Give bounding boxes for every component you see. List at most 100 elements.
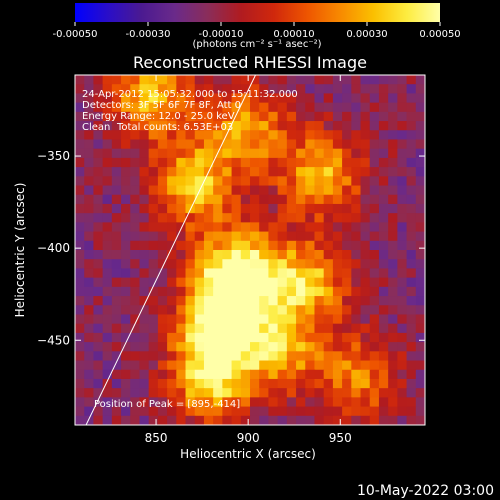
heatmap-cell <box>351 277 362 288</box>
heatmap-cell <box>176 388 187 398</box>
heatmap-cell <box>240 148 251 159</box>
heatmap-cell <box>203 351 214 362</box>
heatmap-cell <box>231 102 242 113</box>
heatmap-cell <box>332 369 343 380</box>
heatmap-cell <box>286 360 297 371</box>
heatmap-cell <box>388 231 398 242</box>
heatmap-cell <box>203 388 214 398</box>
heatmap-cell <box>185 342 196 352</box>
heatmap-cell <box>240 102 251 113</box>
heatmap-cell <box>121 167 131 177</box>
x-tick-label: 900 <box>237 431 260 445</box>
heatmap-cell <box>167 351 177 362</box>
heatmap-cell <box>369 240 380 251</box>
heatmap-cell <box>222 250 233 260</box>
heatmap-cell <box>84 250 95 260</box>
colorbar <box>75 3 440 22</box>
heatmap-cell <box>185 415 196 425</box>
heatmap-cell <box>139 130 150 141</box>
heatmap-cell <box>378 75 389 85</box>
heatmap-cell <box>415 415 425 425</box>
heatmap-cell <box>111 323 122 334</box>
heatmap-cell <box>93 415 104 425</box>
heatmap-cell <box>286 296 297 306</box>
heatmap-cell <box>213 222 223 233</box>
heatmap-cell <box>222 121 233 131</box>
heatmap-cell <box>378 148 389 159</box>
plot-frame <box>74 74 426 426</box>
heatmap-cell <box>84 84 95 95</box>
heatmap-cell <box>332 360 343 371</box>
heatmap-cell <box>406 259 417 270</box>
heatmap-cell <box>314 286 325 297</box>
heatmap-cell <box>378 121 389 131</box>
heatmap-cell <box>259 194 270 205</box>
heatmap-cell <box>203 314 214 325</box>
heatmap-cell <box>323 369 334 380</box>
heatmap-cell <box>259 305 270 316</box>
heatmap-cell <box>185 351 196 362</box>
heatmap-cell <box>102 342 113 352</box>
heatmap-cell <box>360 250 371 260</box>
heatmap-cell <box>148 139 159 150</box>
heatmap-cell <box>397 167 408 177</box>
heatmap-cell <box>286 84 297 95</box>
heatmap-cell <box>314 369 325 380</box>
heatmap-cell <box>213 378 223 389</box>
heatmap-cell <box>203 323 214 334</box>
heatmap-cell <box>415 130 425 141</box>
heatmap-cell <box>268 75 279 85</box>
heatmap-cell <box>397 378 408 389</box>
heatmap-cell <box>378 102 389 113</box>
heatmap-cell <box>213 176 223 187</box>
heatmap-cell <box>323 185 334 196</box>
heatmap-cell <box>406 93 417 104</box>
heatmap-cell <box>369 277 380 288</box>
heatmap-cell <box>351 148 362 159</box>
heatmap-cell <box>111 305 122 316</box>
heatmap-cell <box>167 369 177 380</box>
heatmap-cell <box>102 231 113 242</box>
heatmap-cell <box>415 378 425 389</box>
heatmap-cell <box>139 157 150 168</box>
heatmap-cell <box>240 213 251 223</box>
heatmap-cell <box>93 323 104 334</box>
heatmap-cell <box>185 185 196 196</box>
heatmap-cell <box>342 314 352 325</box>
heatmap-cell <box>397 148 408 159</box>
heatmap-cell <box>194 360 205 371</box>
heatmap-cell <box>277 240 288 251</box>
heatmap-cell <box>102 259 113 270</box>
heatmap-cell <box>130 75 141 85</box>
heatmap-cell <box>222 406 233 417</box>
heatmap-cell <box>84 231 95 242</box>
heatmap-cell <box>296 378 306 389</box>
heatmap-cell <box>222 323 233 334</box>
heatmap-cell <box>194 259 205 270</box>
heatmap-cell <box>296 93 306 104</box>
heatmap-cell <box>121 305 131 316</box>
heatmap-cell <box>268 268 279 279</box>
heatmap-cell <box>203 332 214 343</box>
heatmap-cell <box>130 259 141 270</box>
heatmap-cell <box>296 240 306 251</box>
heatmap-cell <box>102 305 113 316</box>
heatmap-cell <box>323 139 334 150</box>
heatmap-cell <box>203 378 214 389</box>
heatmap-cell <box>360 203 371 214</box>
heatmap-cell <box>305 277 316 288</box>
heatmap-cell <box>194 84 205 95</box>
heatmap-cell <box>369 397 380 408</box>
heatmap-cell <box>139 296 150 306</box>
heatmap-cell <box>286 406 297 417</box>
heatmap-cell <box>84 157 95 168</box>
heatmap-cell <box>406 240 417 251</box>
heatmap-cell <box>222 148 233 159</box>
heatmap-cell <box>222 351 233 362</box>
heatmap-cell <box>240 222 251 233</box>
heatmap-cell <box>203 111 214 122</box>
heatmap-cell <box>406 111 417 122</box>
heatmap-cell <box>213 167 223 177</box>
heatmap-cell <box>268 93 279 104</box>
heatmap-cell <box>231 268 242 279</box>
